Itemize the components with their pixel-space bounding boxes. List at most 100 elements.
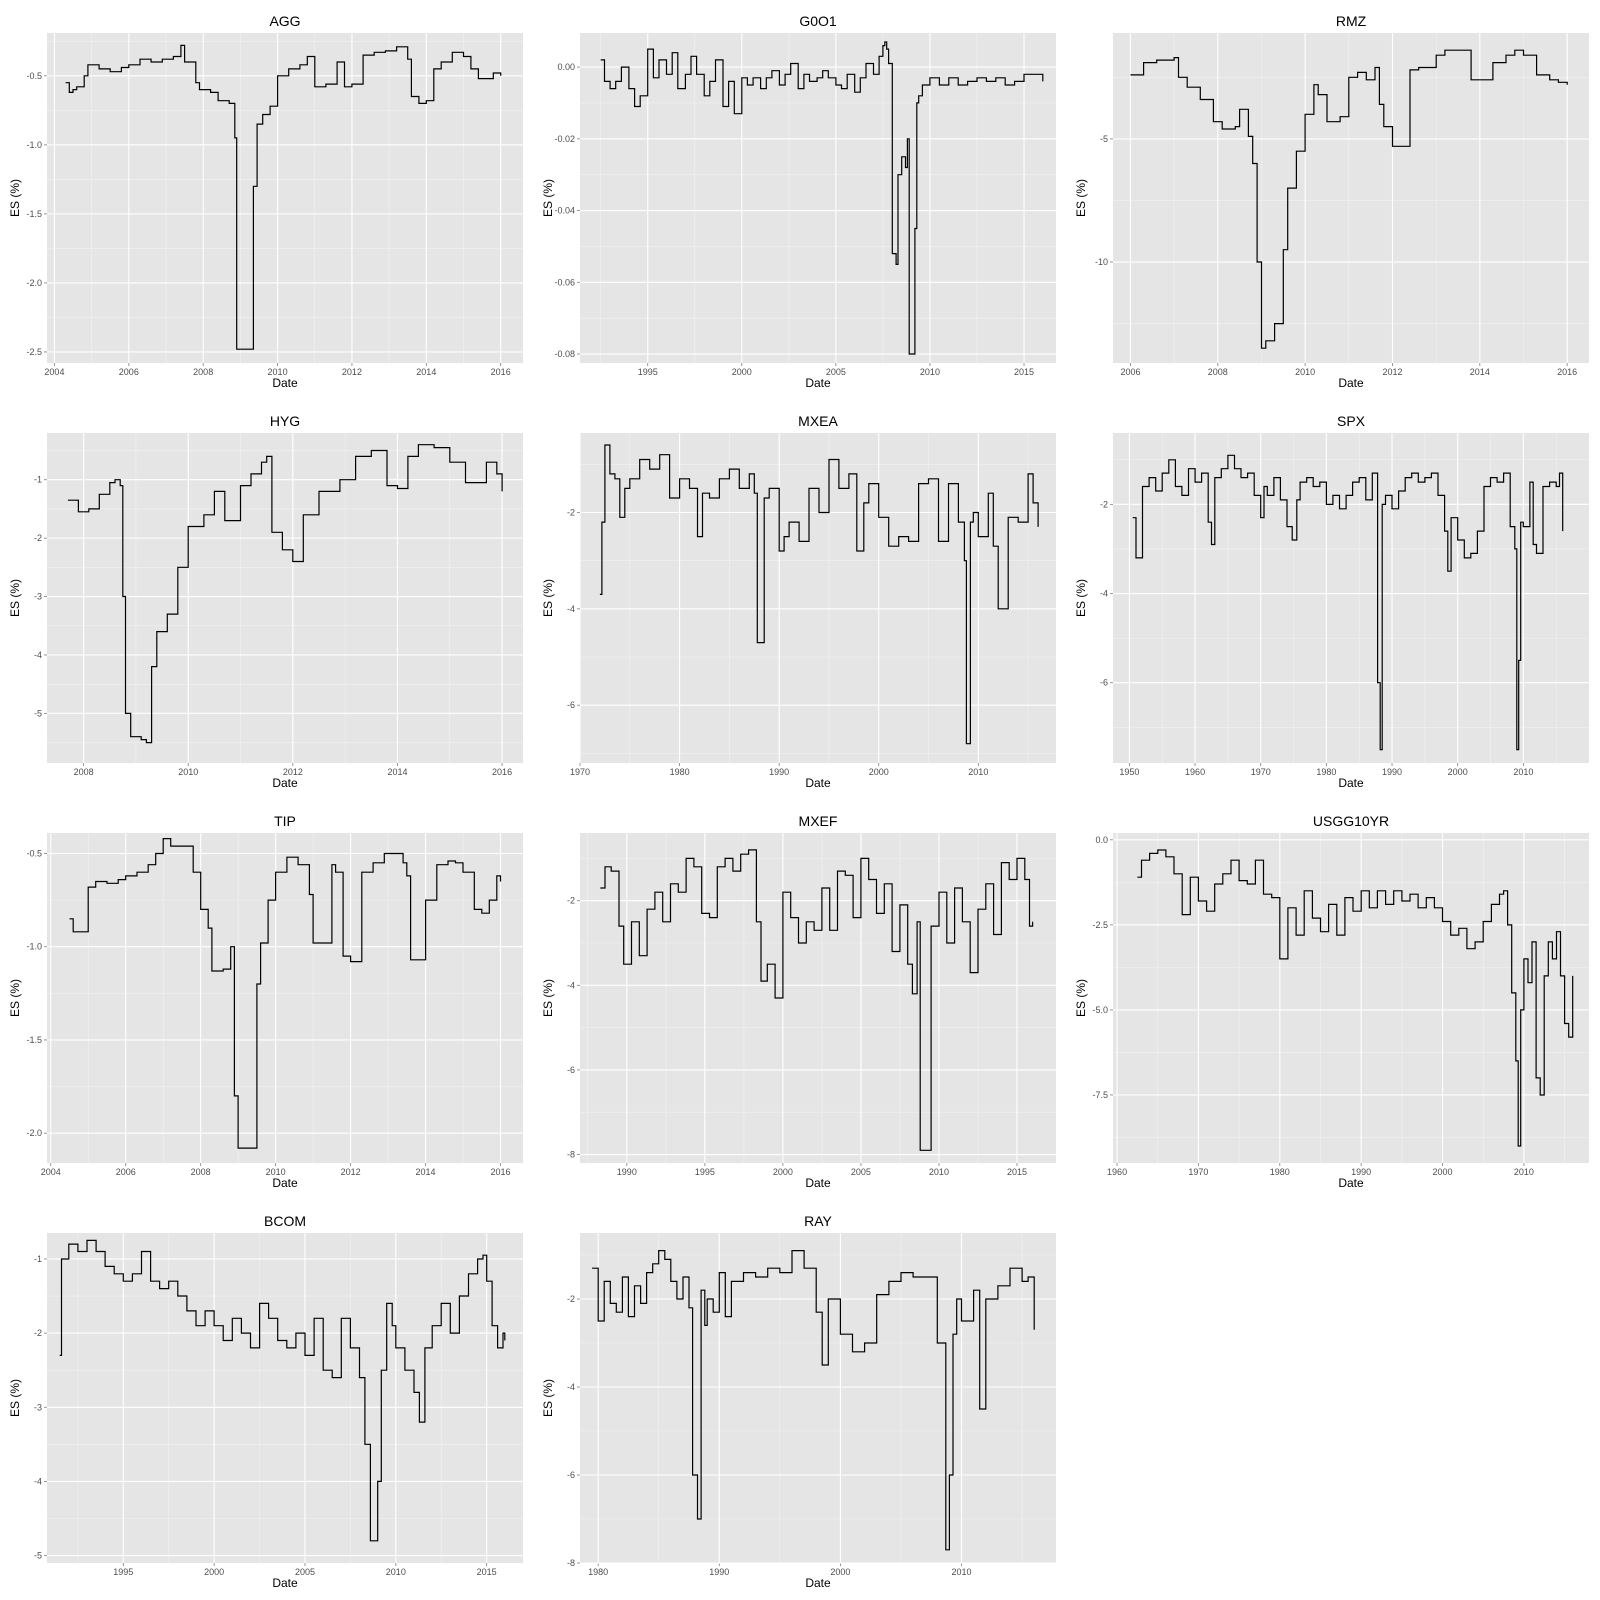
- x-tick-label: 2014: [416, 367, 436, 377]
- y-axis-label: ES (%): [541, 179, 555, 217]
- chart-panel-tip: 2004 2006 2008 2010 2012 2014 2016 -2.0 -1.5 -1.0…: [0, 800, 533, 1200]
- x-tick-label: 1990: [769, 767, 789, 777]
- chart-panel-hyg: 2008 2010 2012 2014 2016 -5 -4 -3 -2 -1 HYG Date ES …: [0, 400, 533, 800]
- x-tick-label: 1990: [617, 1167, 637, 1177]
- y-tick-label: -1: [34, 475, 42, 485]
- x-tick-label: 1995: [638, 367, 658, 377]
- x-tick-label: 2015: [1014, 367, 1034, 377]
- y-tick-label: -0.5: [26, 849, 42, 859]
- x-tick-label: 2008: [1208, 367, 1228, 377]
- chart-title: HYG: [270, 413, 300, 429]
- chart-svg: 2008 2010 2012 2014 2016 -5 -4 -3 -2 -1 HYG Date ES …: [8, 413, 523, 790]
- x-axis-label: Date: [272, 1576, 298, 1590]
- plot-background: [580, 433, 1056, 763]
- plot-background: [1113, 833, 1589, 1163]
- x-tick-label: 2016: [1557, 367, 1577, 377]
- y-tick-label: -3: [34, 1402, 42, 1412]
- chart-svg: 1970 1980 1990 2000 2010 -6 -4 -2 MXEA Date ES (%): [541, 413, 1056, 790]
- x-axis-label: Date: [805, 376, 831, 390]
- y-tick-label: -1: [34, 1254, 42, 1264]
- x-tick-label: 2006: [119, 367, 139, 377]
- x-tick-label: 2012: [283, 767, 303, 777]
- y-tick-label: -4: [567, 604, 575, 614]
- x-tick-label: 2015: [477, 1567, 497, 1577]
- x-tick-label: 2016: [491, 367, 511, 377]
- chart-title: MXEA: [798, 413, 838, 429]
- series-line: [69, 838, 502, 1149]
- x-tick-label: 1970: [570, 767, 590, 777]
- chart-svg: 1980 1990 2000 2010 -8 -6 -4 -2 RAY Date ES (%): [541, 1213, 1056, 1590]
- x-tick-label: 2010: [268, 367, 288, 377]
- x-tick-label: 2014: [1470, 367, 1490, 377]
- x-tick-label: 2016: [492, 767, 512, 777]
- x-tick-label: 1960: [1107, 1167, 1127, 1177]
- x-axis-label: Date: [805, 1576, 831, 1590]
- y-axis-label: ES (%): [1074, 579, 1088, 617]
- y-tick-label: -0.04: [554, 206, 575, 216]
- x-tick-label: 2010: [1513, 767, 1533, 777]
- y-tick-label: -5.0: [1092, 1005, 1108, 1015]
- plot-background: [580, 33, 1056, 363]
- y-tick-label: -2.0: [26, 278, 42, 288]
- x-tick-label: 2000: [1433, 1167, 1453, 1177]
- x-tick-label: 2010: [1514, 1167, 1534, 1177]
- chart-svg: 1950 1960 1970 1980 1990 2000 2010 -6 -4 -2 SPX Dat…: [1074, 413, 1589, 790]
- x-tick-label: 2010: [952, 1567, 972, 1577]
- x-tick-label: 2010: [178, 767, 198, 777]
- y-tick-label: -2.5: [1092, 920, 1108, 930]
- y-tick-label: -6: [1100, 678, 1108, 688]
- series-line: [1130, 49, 1568, 349]
- x-tick-label: 2010: [266, 1167, 286, 1177]
- x-tick-label: 1995: [113, 1567, 133, 1577]
- chart-svg: 1995 2000 2005 2010 2015 -0.08 -0.06 -0.04 -0.02…: [541, 13, 1056, 390]
- x-tick-label: 2004: [41, 1167, 61, 1177]
- y-axis-label: ES (%): [8, 979, 22, 1017]
- x-tick-label: 2014: [387, 767, 407, 777]
- x-tick-label: 2005: [295, 1567, 315, 1577]
- x-tick-label: 2012: [1382, 367, 1402, 377]
- chart-title: AGG: [269, 13, 300, 29]
- chart-title: SPX: [1337, 413, 1366, 429]
- x-tick-label: 1970: [1188, 1167, 1208, 1177]
- plot-background: [47, 833, 523, 1163]
- x-tick-label: 2006: [1120, 367, 1140, 377]
- plot-background: [580, 833, 1056, 1163]
- series-line: [59, 1239, 506, 1542]
- y-tick-label: -4: [567, 980, 575, 990]
- y-tick-label: -1.0: [26, 140, 42, 150]
- x-tick-label: 2014: [416, 1167, 436, 1177]
- y-tick-label: -10: [1095, 257, 1108, 267]
- x-axis-label: Date: [805, 776, 831, 790]
- x-axis-label: Date: [1338, 776, 1364, 790]
- y-tick-label: -0.08: [554, 349, 575, 359]
- y-tick-label: -1.0: [26, 942, 42, 952]
- x-tick-label: 2005: [851, 1167, 871, 1177]
- chart-title: TIP: [274, 813, 296, 829]
- series-line: [599, 444, 1039, 745]
- series-line: [600, 849, 1034, 1151]
- series-line: [592, 1250, 1035, 1551]
- x-axis-label: Date: [1338, 1176, 1364, 1190]
- x-tick-label: 2008: [74, 767, 94, 777]
- chart-panel-agg: 2004 2006 2008 2010 2012 2014 2016 -2.5 -2.0 -1.5…: [0, 0, 533, 400]
- x-tick-label: 2010: [920, 367, 940, 377]
- y-tick-label: -2: [34, 533, 42, 543]
- x-tick-label: 2010: [386, 1567, 406, 1577]
- x-tick-label: 1980: [1316, 767, 1336, 777]
- x-tick-label: 1980: [588, 1567, 608, 1577]
- x-tick-label: 1980: [1270, 1167, 1290, 1177]
- x-tick-label: 2006: [116, 1167, 136, 1177]
- y-tick-label: -6: [567, 1470, 575, 1480]
- chart-panel-bcom: 1995 2000 2005 2010 2015 -5 -4 -3 -2 -1 BCOM Date ES…: [0, 1200, 533, 1600]
- y-axis-label: ES (%): [541, 1379, 555, 1417]
- x-tick-label: 2010: [1295, 367, 1315, 377]
- x-tick-label: 2010: [968, 767, 988, 777]
- chart-panel-g0o1: 1995 2000 2005 2010 2015 -0.08 -0.06 -0.04 -0.02…: [533, 0, 1066, 400]
- y-tick-label: -0.02: [554, 134, 575, 144]
- x-axis-label: Date: [272, 1176, 298, 1190]
- chart-panel-ray: 1980 1990 2000 2010 -8 -6 -4 -2 RAY Date ES (%): [533, 1200, 1066, 1600]
- series-line: [600, 41, 1044, 355]
- series-line: [1137, 849, 1574, 1147]
- chart-svg: 1960 1970 1980 1990 2000 2010 -7.5 -5.0 -2.5 0.0 U…: [1074, 813, 1589, 1190]
